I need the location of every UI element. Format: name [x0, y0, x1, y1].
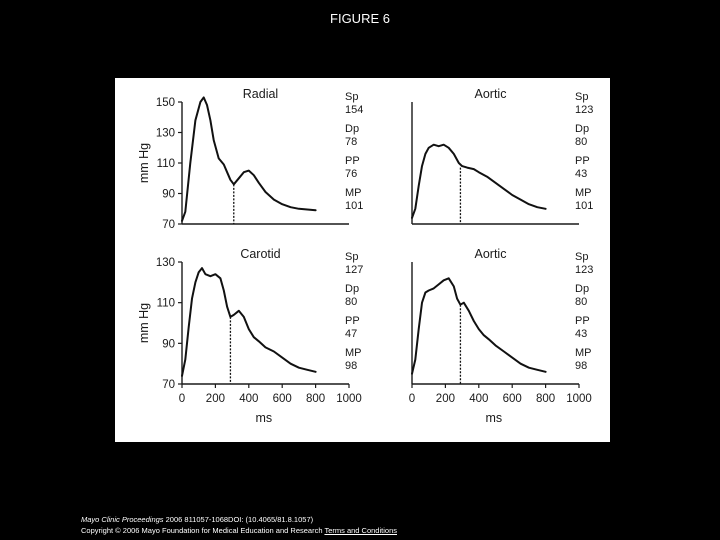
- panel-3-x-tick-label: 0: [179, 393, 185, 405]
- panel-1-readout-label: MP: [345, 187, 362, 199]
- panel-4-x-axis-label: ms: [485, 411, 502, 425]
- copyright-text: Copyright © 2006 Mayo Foundation for Med…: [81, 526, 323, 535]
- panel-1-title: Radial: [243, 87, 278, 101]
- panel-3-x-tick-label: 600: [273, 393, 292, 405]
- panel-4-readout-label: Sp: [575, 251, 588, 263]
- panel-4-waveform-line: [411, 277, 547, 375]
- panel-3-readout-value: 127: [345, 264, 363, 276]
- panel-1-y-tick-label: 90: [162, 189, 175, 201]
- copyright-line: Copyright © 2006 Mayo Foundation for Med…: [81, 525, 397, 536]
- panel-1-y-tick-label: 110: [157, 158, 175, 170]
- panel-1-readout-value: 101: [345, 200, 363, 212]
- panel-4-title: Aortic: [475, 247, 507, 261]
- panel-2-title: Aortic: [475, 87, 507, 101]
- panel-3-x-tick-label: 800: [306, 393, 325, 405]
- panel-3-x-tick-label: 400: [239, 393, 258, 405]
- panel-1-y-tick-label: 70: [162, 219, 175, 231]
- panel-2-readout-value: 43: [575, 168, 587, 180]
- panel-1-readout-value: 76: [345, 168, 357, 180]
- footer: Mayo Clinic Proceedings 2006 811057-1068…: [81, 514, 397, 536]
- panel-1-y-tick-label: 130: [156, 128, 175, 140]
- panel-4-readout-value: 80: [575, 296, 587, 308]
- terms-link[interactable]: Terms and Conditions: [324, 526, 397, 535]
- panel-3-readout-label: MP: [345, 347, 362, 359]
- panel-2-readout-label: Sp: [575, 91, 588, 103]
- panel-1-readout-value: 154: [345, 104, 363, 116]
- panel-3-x-axis-label: ms: [255, 411, 272, 425]
- panel-3-readout-label: Sp: [345, 251, 358, 263]
- figure-title: FIGURE 6: [330, 11, 390, 26]
- panel-4-x-tick-label: 400: [469, 393, 488, 405]
- panel-3-y-tick-label: 90: [162, 338, 175, 350]
- panel-2-waveform-line: [411, 143, 547, 219]
- panel-3-readout-value: 47: [345, 328, 357, 340]
- panel-3-x-tick-label: 200: [206, 393, 225, 405]
- citation-line: Mayo Clinic Proceedings 2006 811057-1068…: [81, 514, 397, 525]
- panel-3-x-tick-label: 1000: [336, 393, 362, 405]
- panel-3-y-tick-label: 130: [156, 257, 175, 269]
- panel-3-y-tick-label: 70: [162, 379, 175, 391]
- panel-3-y-tick-label: 110: [157, 298, 175, 310]
- panel-2-readout-label: MP: [575, 187, 592, 199]
- panel-4-x-tick-label: 0: [409, 393, 415, 405]
- panel-3-waveform-line: [181, 267, 317, 377]
- panel-4-x-tick-label: 800: [536, 393, 555, 405]
- panel-4-readout-value: 98: [575, 360, 587, 372]
- panel-1-y-tick-label: 150: [156, 97, 175, 109]
- panel-3-title: Carotid: [240, 247, 280, 261]
- panel-3-readout-value: 98: [345, 360, 357, 372]
- citation-text: 2006 811057-1068DOI: (10.4065/81.8.1057): [163, 515, 314, 524]
- panel-2-readout-value: 101: [575, 200, 593, 212]
- panel-1-waveform-line: [181, 96, 317, 222]
- panel-1-readout-value: 78: [345, 136, 357, 148]
- panel-4-readout-label: MP: [575, 347, 592, 359]
- panel-1-readout-label: Dp: [345, 123, 359, 135]
- panel-4-x-tick-label: 1000: [566, 393, 592, 405]
- panel-3-readout-label: PP: [345, 315, 360, 327]
- panel-2-readout-label: Dp: [575, 123, 589, 135]
- journal-name: Mayo Clinic Proceedings: [81, 515, 164, 524]
- panel-3-y-axis-label: mm Hg: [137, 303, 151, 343]
- panel-3-readout-label: Dp: [345, 283, 359, 295]
- panel-1-readout-label: PP: [345, 155, 360, 167]
- panel-1-y-axis-label: mm Hg: [137, 143, 151, 183]
- panel-4-readout-label: PP: [575, 315, 590, 327]
- panel-4-readout-value: 43: [575, 328, 587, 340]
- panel-4-readout-value: 123: [575, 264, 593, 276]
- panel-4-x-tick-label: 200: [436, 393, 455, 405]
- panel-2-readout-value: 80: [575, 136, 587, 148]
- panel-4-readout-label: Dp: [575, 283, 589, 295]
- panel-2-readout-label: PP: [575, 155, 590, 167]
- panel-2-readout-value: 123: [575, 104, 593, 116]
- panel-3-readout-value: 80: [345, 296, 357, 308]
- panel-1-readout-label: Sp: [345, 91, 358, 103]
- panel-4-x-tick-label: 600: [503, 393, 522, 405]
- figure-panel: 70 90 110 130 150 Radial mm Hg Sp 154 Dp 78 PP 76 MP 1…: [115, 78, 610, 442]
